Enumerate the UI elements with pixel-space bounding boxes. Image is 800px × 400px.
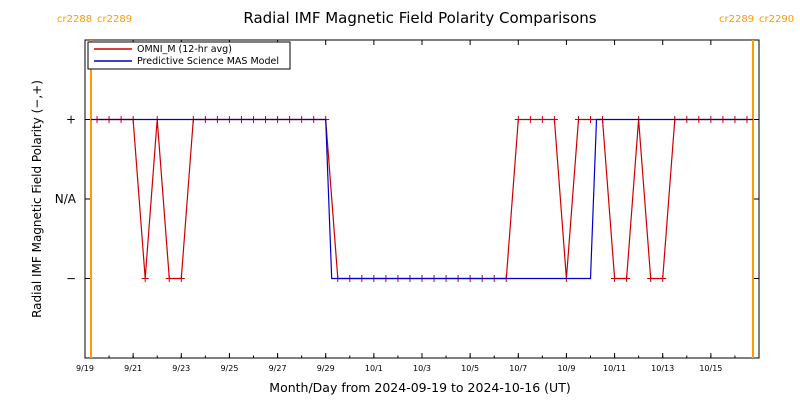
x-tick-label: 10/1 [365, 364, 383, 373]
carrington-label-left-1: cr2288 [57, 14, 92, 25]
x-tick-label: 10/15 [699, 364, 722, 373]
y-axis-label: Radial IMF Magnetic Field Polarity (−,+) [30, 80, 44, 318]
carrington-lines [90, 40, 754, 358]
plot-frame [84, 39, 760, 359]
x-tick-label: 10/7 [509, 364, 527, 373]
data-point [514, 116, 522, 123]
x-tick-label: 10/13 [651, 364, 674, 373]
data-point [550, 116, 558, 123]
data-point [659, 275, 667, 282]
data-point [177, 275, 185, 282]
data-point [526, 116, 534, 123]
y-tick-label: N/A [55, 192, 77, 206]
data-point [587, 116, 594, 123]
series-line-1 [91, 118, 753, 280]
x-tick-label: 9/21 [124, 364, 142, 373]
carrington-label-left-2: cr2289 [97, 14, 132, 25]
chart-title: Radial IMF Magnetic Field Polarity Compa… [243, 9, 596, 27]
x-axis: 9/19 9/21 9/23 9/25 9/27 9/29 10/1 10/3 10/5 10/7… [76, 40, 760, 373]
x-tick-label: 9/25 [220, 364, 238, 373]
carrington-label-right-1: cr2289 [719, 14, 754, 25]
legend-label-omni: OMNI_M (12-hr avg) [137, 44, 232, 55]
x-tick-label: 10/5 [461, 364, 479, 373]
data-point [165, 275, 173, 282]
data-point [538, 116, 546, 123]
data-point [611, 275, 619, 282]
legend: OMNI_M (12-hr avg) Predictive Science MA… [87, 41, 291, 70]
x-tick-label: 10/3 [413, 364, 431, 373]
y-axis: + N/A − [55, 113, 759, 286]
data-point [141, 275, 149, 282]
x-tick-label: 9/23 [172, 364, 190, 373]
series-layer [91, 116, 753, 282]
x-tick-label: 9/27 [269, 364, 287, 373]
x-tick-label: 10/9 [557, 364, 575, 373]
data-point [647, 275, 655, 282]
legend-box [87, 41, 291, 70]
x-tick-label: 10/11 [603, 364, 626, 373]
x-tick-label: 9/29 [317, 364, 335, 373]
carrington-label-right-2: cr2290 [759, 14, 794, 25]
x-tick-label: 9/19 [76, 364, 94, 373]
legend-label-mas: Predictive Science MAS Model [137, 56, 279, 67]
series-line-0 [97, 118, 747, 280]
data-point [574, 116, 582, 123]
y-tick-label: + [66, 113, 76, 127]
y-tick-label: − [66, 272, 76, 286]
data-point [623, 275, 631, 282]
x-axis-label: Month/Day from 2024-09-19 to 2024-10-16 … [269, 380, 570, 395]
